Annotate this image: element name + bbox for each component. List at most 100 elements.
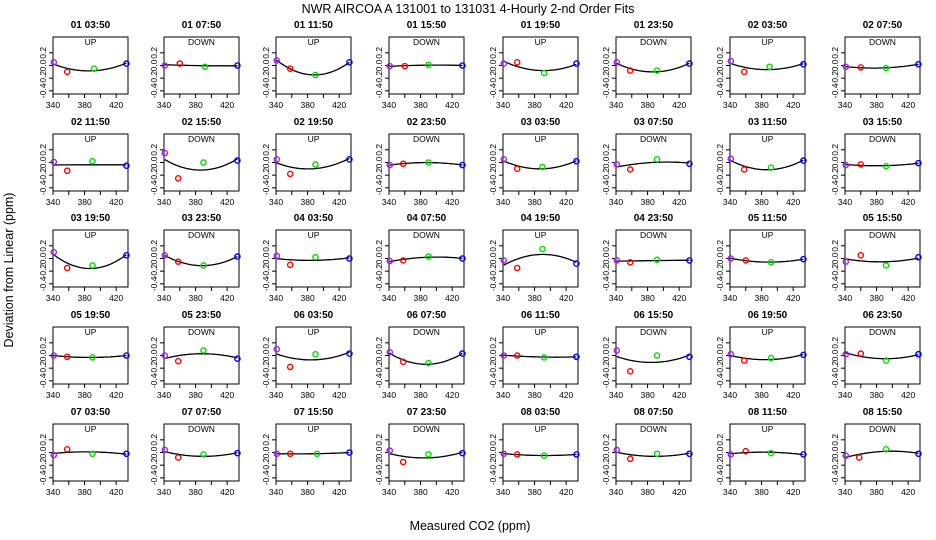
data-point: [401, 62, 409, 70]
data-point: [740, 68, 748, 76]
data-point: [123, 60, 130, 67]
data-point: [727, 255, 735, 262]
x-tick-label: 420: [559, 100, 573, 110]
x-tick-label: 420: [672, 100, 686, 110]
x-tick-label: 420: [445, 390, 459, 400]
y-tick-label: -0.2: [830, 168, 840, 183]
x-tick-label: 380: [754, 197, 768, 207]
x-tick-label: 340: [46, 293, 60, 303]
x-tick-label: 420: [332, 197, 346, 207]
y-tick-label: 0.2: [488, 337, 498, 349]
data-point: [727, 350, 735, 358]
panel-direction-label: DOWN: [188, 37, 215, 47]
y-tick-label: -0.4: [488, 276, 498, 291]
x-tick-label: 340: [269, 487, 283, 497]
data-point: [626, 258, 634, 266]
x-tick-label: 340: [609, 293, 623, 303]
y-tick-label: 0.2: [830, 337, 840, 349]
x-tick-label: 420: [220, 487, 234, 497]
x-tick-label: 380: [640, 197, 654, 207]
data-point: [686, 160, 693, 168]
panel-direction-label: UP: [535, 134, 547, 144]
panel-title: 01 03:50: [71, 20, 111, 31]
panel-title: 08 11:50: [748, 407, 787, 418]
fit-curve: [616, 161, 690, 168]
fit-curve: [389, 451, 463, 459]
x-tick-label: 420: [786, 487, 800, 497]
x-tick-label: 340: [838, 487, 852, 497]
data-point: [50, 352, 58, 359]
y-tick-label: 0.2: [261, 434, 271, 446]
x-tick-label: 420: [672, 197, 686, 207]
y-tick-label: -0.2: [261, 264, 271, 279]
panel-title: 02 03:50: [748, 20, 788, 31]
panel-title: 04 23:50: [634, 213, 674, 224]
x-tick-label: 420: [559, 390, 573, 400]
x-tick-label: 380: [527, 293, 541, 303]
data-point: [767, 258, 775, 266]
y-tick-label: -0.2: [149, 458, 159, 473]
x-tick-label: 380: [413, 293, 427, 303]
data-point: [500, 156, 508, 163]
x-tick-label: 340: [269, 197, 283, 207]
y-tick-label: 0.2: [261, 337, 271, 349]
x-tick-label: 420: [220, 197, 234, 207]
y-tick-label: 0.0: [488, 252, 498, 264]
y-tick-label: 0.2: [488, 434, 498, 446]
y-tick-label: -0.2: [488, 71, 498, 86]
data-point: [63, 264, 71, 272]
data-point: [50, 451, 58, 459]
panel-direction-label: DOWN: [188, 230, 215, 240]
panel-title: 03 03:50: [521, 117, 561, 128]
y-tick-label: 0.0: [601, 349, 611, 361]
x-tick-label: 340: [46, 487, 60, 497]
data-point: [459, 255, 466, 262]
y-tick-label: -0.2: [38, 264, 48, 279]
y-tick-label: 0.0: [261, 156, 271, 168]
data-point: [740, 166, 748, 173]
data-point: [613, 446, 621, 454]
panel: 04 23:50 DOWN 340 380 420 -0.4-0.20.00.2: [601, 213, 693, 303]
x-tick-label: 420: [786, 293, 800, 303]
data-point: [286, 450, 294, 458]
data-point: [513, 451, 521, 458]
data-point: [273, 156, 281, 163]
fit-curve: [503, 60, 577, 72]
y-tick-label: -0.4: [149, 470, 159, 485]
x-tick-label: 340: [46, 197, 60, 207]
data-point: [425, 451, 432, 458]
x-tick-label: 340: [382, 390, 396, 400]
fit-curve: [53, 254, 127, 270]
data-point: [50, 59, 58, 66]
y-tick-label: 0.2: [261, 144, 271, 156]
y-tick-label: 0.0: [149, 446, 159, 458]
data-point: [312, 161, 319, 168]
x-tick-label: 340: [269, 390, 283, 400]
panel-direction-label: DOWN: [413, 424, 440, 434]
data-point: [201, 63, 209, 71]
y-tick-label: 0.0: [715, 252, 725, 264]
y-tick-label: -0.4: [374, 373, 384, 388]
y-tick-label: -0.2: [261, 168, 271, 183]
y-tick-label: -0.2: [715, 361, 725, 376]
data-point: [727, 155, 735, 162]
panel-title: 02 23:50: [407, 117, 447, 128]
panel-direction-label: DOWN: [188, 424, 215, 434]
y-tick-label: -0.2: [374, 264, 384, 279]
y-tick-label: 0.2: [488, 47, 498, 59]
data-point: [234, 253, 241, 260]
x-tick-label: 340: [496, 293, 510, 303]
panel-title: 04 07:50: [407, 213, 447, 224]
x-tick-label: 340: [609, 487, 623, 497]
data-point: [653, 450, 661, 458]
data-point: [855, 454, 863, 461]
x-tick-label: 340: [609, 100, 623, 110]
y-tick-label: 0.2: [601, 47, 611, 59]
x-tick-label: 340: [382, 100, 396, 110]
y-tick-label: 0.2: [830, 144, 840, 156]
data-point: [174, 175, 182, 182]
y-tick-label: 0.2: [149, 434, 159, 446]
y-tick-label: 0.0: [830, 156, 840, 168]
panel-direction-label: DOWN: [413, 230, 440, 240]
y-tick-label: 0.0: [374, 446, 384, 458]
